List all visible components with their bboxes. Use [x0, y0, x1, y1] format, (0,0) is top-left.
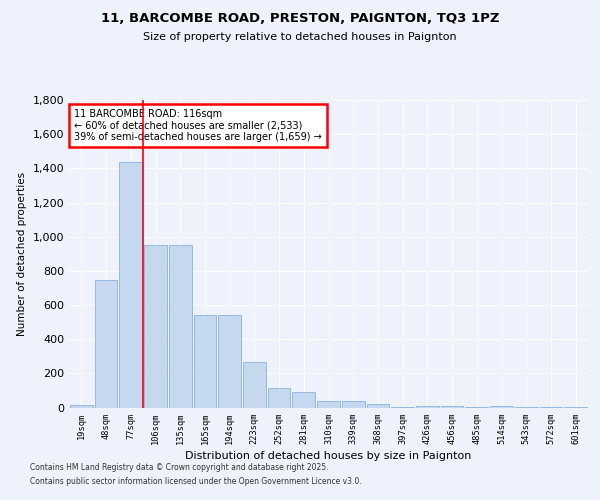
Bar	[194, 316, 216, 408]
Bar	[292, 392, 315, 407]
Bar	[466, 407, 488, 408]
Bar	[268, 388, 290, 407]
Text: Size of property relative to detached houses in Paignton: Size of property relative to detached ho…	[143, 32, 457, 42]
Bar	[490, 406, 513, 408]
Bar	[169, 245, 191, 408]
Bar	[391, 406, 414, 408]
Bar	[243, 362, 266, 408]
Text: 11, BARCOMBE ROAD, PRESTON, PAIGNTON, TQ3 1PZ: 11, BARCOMBE ROAD, PRESTON, PAIGNTON, TQ…	[101, 12, 499, 26]
Y-axis label: Number of detached properties: Number of detached properties	[17, 172, 27, 336]
Bar	[119, 162, 142, 408]
Text: Contains public sector information licensed under the Open Government Licence v3: Contains public sector information licen…	[30, 478, 362, 486]
Bar	[416, 406, 439, 408]
Bar	[317, 400, 340, 407]
Text: 11 BARCOMBE ROAD: 116sqm
← 60% of detached houses are smaller (2,533)
39% of sem: 11 BARCOMBE ROAD: 116sqm ← 60% of detach…	[74, 109, 322, 142]
X-axis label: Distribution of detached houses by size in Paignton: Distribution of detached houses by size …	[185, 451, 472, 461]
Bar	[95, 280, 118, 407]
Bar	[342, 401, 365, 407]
Bar	[441, 406, 463, 408]
Bar	[367, 404, 389, 407]
Bar	[144, 245, 167, 408]
Text: Contains HM Land Registry data © Crown copyright and database right 2025.: Contains HM Land Registry data © Crown c…	[30, 462, 329, 471]
Bar	[218, 316, 241, 408]
Bar	[70, 405, 93, 407]
